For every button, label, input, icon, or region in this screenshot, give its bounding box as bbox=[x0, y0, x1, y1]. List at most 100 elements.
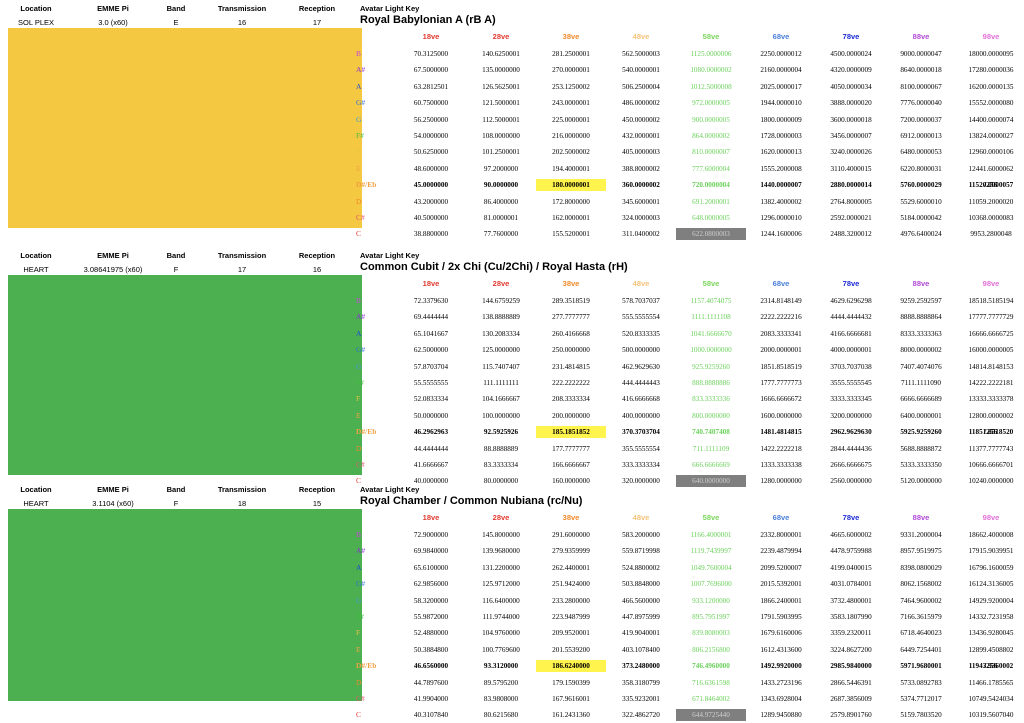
table-cell: 1280.0000000 bbox=[760, 477, 802, 486]
table-cell: 2866.5446391 bbox=[830, 678, 872, 687]
table-cell: 6480.0000053 bbox=[900, 148, 942, 157]
table-cell: 111.9744000 bbox=[482, 613, 520, 621]
table-cell: 777.6000004 bbox=[692, 164, 730, 173]
table-cell: 2880.0000014 bbox=[830, 181, 872, 190]
table-cell: 1600.0000000 bbox=[760, 411, 802, 420]
table-cell: 4629.6296298 bbox=[830, 297, 872, 305]
note-label: C# bbox=[356, 460, 365, 469]
table-cell: 864.0000002 bbox=[692, 132, 730, 140]
table-cell: 5760.0000029 bbox=[900, 181, 942, 190]
table-cell: 13436.9280045 bbox=[968, 629, 1014, 638]
transmission-header: Transmission bbox=[217, 485, 267, 494]
table-cell: 44.4444444 bbox=[413, 444, 449, 453]
note-label: E bbox=[356, 163, 361, 173]
table-row: A# 67.5000000 135.0000000 270.0000001 540.00… bbox=[356, 62, 1024, 78]
table-cell: 9259.2592597 bbox=[900, 297, 942, 305]
table-cell: 8888.8888864 bbox=[900, 313, 942, 322]
table-cell: 162.0000001 bbox=[552, 214, 590, 222]
band-header: Band bbox=[166, 485, 186, 494]
table-cell: 7200.0000037 bbox=[900, 115, 942, 124]
table-cell: 416.6666668 bbox=[622, 395, 660, 404]
table-row: G# 62.9856000 125.9712000 251.9424000 503.88… bbox=[356, 576, 1024, 592]
octave-header: 48ve bbox=[632, 32, 650, 41]
octave-header: 88ve bbox=[912, 32, 930, 41]
table-cell: 540.0000001 bbox=[622, 66, 660, 75]
table-cell: 43.2000000 bbox=[413, 197, 449, 206]
table-row: E 50.0000000 100.0000000 200.0000000 400.000… bbox=[356, 408, 1024, 424]
table-cell: 38.8800000 bbox=[413, 230, 449, 239]
table-row: C 40.3107840 80.6215680 161.2431360 322.4862… bbox=[356, 707, 1024, 723]
table-cell: 121.5000001 bbox=[482, 99, 520, 108]
table-row: E 50.3884800 100.7769600 201.5539200 403.107… bbox=[356, 642, 1024, 658]
table-cell: 67.5000000 bbox=[413, 66, 449, 75]
table-row: A 65.6100000 131.2200000 262.4400001 524.880… bbox=[356, 560, 1024, 576]
table-cell: 57.8703704 bbox=[413, 362, 449, 371]
note-label: G bbox=[356, 595, 362, 605]
table-cell: 555.5555554 bbox=[622, 313, 660, 322]
table-row: A# 69.4444444 138.8888889 277.7777777 555.55… bbox=[356, 309, 1024, 325]
table-cell: 7407.4074076 bbox=[900, 362, 942, 371]
note-label: C bbox=[356, 476, 362, 486]
color-swatch bbox=[8, 275, 362, 475]
table-cell: 1007.7696000 bbox=[690, 580, 732, 589]
table-cell: 1049.7600004 bbox=[690, 563, 732, 572]
table-cell: 4665.6000002 bbox=[830, 531, 872, 539]
table-cell: 233.2800000 bbox=[552, 596, 590, 605]
table-row: A 63.2812501 126.5625001 253.1250002 506.250… bbox=[356, 79, 1024, 95]
table-cell: 80.0000000 bbox=[483, 477, 519, 486]
table-cell: 11943.9360002 bbox=[968, 662, 1014, 671]
table-cell: 50.3884800 bbox=[413, 645, 449, 654]
emme-pi-header: EMME Pi bbox=[97, 251, 129, 260]
table-section: Location HEART EMME Pi 3.1104 (x60) Band F Tra… bbox=[0, 481, 1024, 722]
table-cell: 40.5000000 bbox=[413, 214, 449, 222]
table-cell: 400.0000000 bbox=[622, 411, 660, 420]
table-row: D 44.7897600 89.5795200 179.1590399 358.3180… bbox=[356, 675, 1024, 691]
table-cell: 46.2962963 bbox=[413, 428, 449, 437]
table-cell: 5925.9259260 bbox=[900, 428, 942, 437]
table-cell: 250.0000000 bbox=[552, 346, 590, 355]
table-row: C 40.0000000 80.0000000 160.0000000 320.0000… bbox=[356, 473, 1024, 489]
octave-header: 78ve bbox=[842, 279, 860, 288]
table-cell: 5184.0000042 bbox=[900, 214, 942, 222]
octave-header: 18ve bbox=[422, 513, 440, 522]
octave-header: 68ve bbox=[772, 513, 790, 522]
location-value: SOL PLEX bbox=[18, 18, 54, 27]
table-row: B 72.3379630 144.6759259 289.3518519 578.703… bbox=[356, 293, 1024, 309]
table-cell: 8640.0000018 bbox=[900, 66, 942, 75]
octave-header: 38ve bbox=[562, 32, 580, 41]
note-label: C bbox=[356, 229, 362, 239]
table-cell: 1296.0000010 bbox=[760, 214, 802, 222]
table-cell: 81.0000001 bbox=[483, 214, 519, 222]
reception-value: 15 bbox=[312, 499, 322, 508]
octave-header-row: 18ve 28ve 38ve 48ve 58ve 68ve 78ve 88ve 98ve bbox=[356, 32, 1024, 48]
table-cell: 2560.0000000 bbox=[830, 477, 872, 486]
divisor-note: /256 bbox=[984, 661, 998, 671]
table-cell: 144.6759259 bbox=[482, 297, 520, 305]
table-cell: 126.5625001 bbox=[482, 82, 520, 91]
table-cell: 360.0000002 bbox=[622, 181, 660, 190]
table-cell: 6449.7254401 bbox=[900, 645, 942, 654]
octave-header: 68ve bbox=[772, 32, 790, 41]
table-cell: 65.1041667 bbox=[413, 329, 449, 338]
note-label: G bbox=[356, 361, 362, 371]
table-cell: 1166.4000001 bbox=[690, 531, 732, 539]
table-cell: 108.0000000 bbox=[482, 132, 520, 140]
table-cell: 10319.5607040 bbox=[968, 711, 1014, 720]
table-cell: 104.9760000 bbox=[482, 629, 520, 638]
table-row: B 70.3125000 140.6250001 281.2500001 562.500… bbox=[356, 46, 1024, 62]
table-cell: 5529.6000010 bbox=[900, 197, 942, 206]
table-cell: 895.7951997 bbox=[692, 613, 730, 621]
table-cell: 4500.0000024 bbox=[830, 50, 872, 58]
table-cell: 711.1111109 bbox=[692, 444, 730, 453]
table-cell: 2025.0000017 bbox=[760, 82, 802, 91]
table-cell: 11466.1785565 bbox=[968, 678, 1014, 687]
table-cell: 4444.4444432 bbox=[830, 313, 872, 322]
table-cell: 52.0833334 bbox=[413, 395, 449, 404]
table-cell: 3456.0000007 bbox=[830, 132, 872, 140]
table-row: F# 55.5555555 111.1111111 222.2222222 444.44… bbox=[356, 375, 1024, 391]
table-cell: 447.8975999 bbox=[622, 613, 660, 621]
table-cell: 324.0000003 bbox=[622, 214, 660, 222]
table-cell: 161.2431360 bbox=[552, 711, 590, 720]
table-cell: 2099.5200007 bbox=[760, 563, 802, 572]
note-label: C# bbox=[356, 213, 365, 222]
